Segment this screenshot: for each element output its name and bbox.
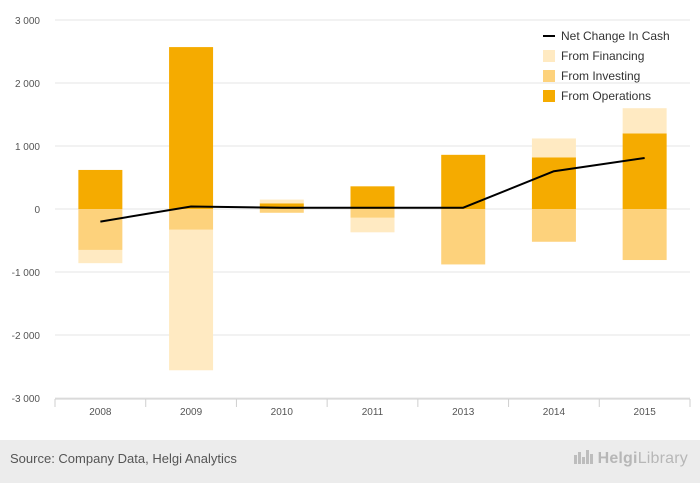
legend-label: Net Change In Cash [561,29,670,43]
chart-bars [78,47,667,371]
bar-from-financing-2011 [350,217,395,233]
bar-from-investing-2008 [78,209,123,250]
x-tick-label: 2010 [271,407,294,418]
source-note: Source: Company Data, Helgi Analytics [10,451,237,466]
bar-from-investing-2014 [531,209,576,242]
footer: Source: Company Data, Helgi Analytics He… [0,440,700,483]
legend-swatch [543,50,555,62]
x-tick-label: 2015 [634,407,657,418]
x-tick-label: 2013 [452,407,475,418]
y-tick-label: -1 000 [12,268,41,279]
y-tick-label: 0 [34,205,40,216]
net-change-line-layer [100,156,645,223]
bar-from-investing-2010 [259,209,304,213]
legend-label: From Financing [561,49,644,63]
y-tick-label: 1 000 [15,142,40,153]
y-tick-label: 3 000 [15,16,40,27]
bar-from-operations-2010 [259,203,304,209]
bar-from-operations-2008 [78,169,123,209]
bar-from-operations-2013 [441,154,486,209]
bar-from-investing-2013 [441,209,486,265]
bar-from-financing-2014 [531,138,576,158]
y-axis-tick-labels: 3 000 2 000 1 000 0 -1 000 -2 000 -3 000 [12,16,41,405]
bar-from-financing-2010 [259,199,304,204]
helgi-library-logo-icon [573,449,595,470]
x-tick-label: 2009 [180,407,203,418]
bar-from-financing-2015 [622,108,667,134]
bar-from-investing-2011 [350,209,395,218]
y-tick-label: -2 000 [12,331,41,342]
y-tick-label: 2 000 [15,79,40,90]
x-tick-label: 2008 [89,407,112,418]
bar-from-investing-2015 [622,209,667,261]
logo-text-library: Library [637,450,688,467]
bar-from-investing-2009 [169,209,214,230]
bar-from-financing-2009 [169,229,214,371]
bar-from-operations-2014 [531,157,576,209]
bar-from-operations-2009 [169,47,214,210]
y-tick-label: -3 000 [12,394,41,405]
chart-legend: Net Change In Cash From Financing From Inv… [543,29,670,103]
helgi-library-logo: HelgiLibrary [573,449,688,470]
legend-label: From Operations [561,89,651,103]
x-axis: 2008 2009 2010 2011 2013 2014 2015 [54,398,691,418]
legend-label: From Investing [561,69,640,83]
bar-from-operations-2011 [350,186,395,209]
chart-grid [55,19,690,399]
line-net-change-in-cash [100,156,645,223]
logo-text-helgi: Helgi [597,450,638,467]
legend-swatch [543,70,555,82]
bar-from-operations-2015 [622,133,667,209]
x-tick-label: 2014 [543,407,566,418]
x-tick-label: 2011 [362,407,384,418]
legend-swatch [543,90,555,102]
bar-from-financing-2008 [78,249,123,264]
